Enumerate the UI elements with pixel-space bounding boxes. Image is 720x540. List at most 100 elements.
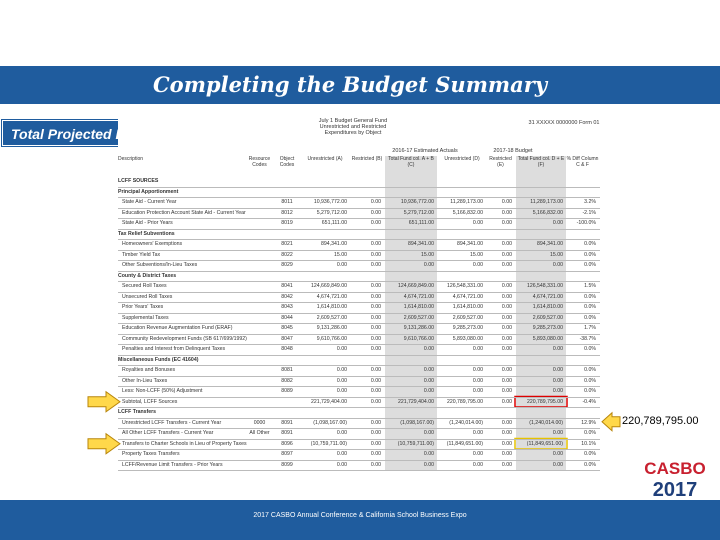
- group-header: 2016-17 Estimated Actuals: [392, 148, 458, 154]
- amount: 0.00: [501, 367, 512, 373]
- amount: 0.00: [552, 346, 563, 352]
- amount: (1,098,167.00): [313, 419, 347, 426]
- amount: 0.00: [370, 367, 381, 373]
- amount: 0.00: [501, 325, 512, 331]
- amount: 221,729,404.00: [397, 398, 434, 405]
- row-line: [118, 291, 600, 293]
- amount: 0.0%: [584, 367, 596, 373]
- row-description: Royalties and Bonuses: [122, 367, 176, 373]
- form-heading: July 1 Budget General Fund Unrestricted …: [318, 118, 388, 136]
- object-code: 8081: [281, 367, 293, 373]
- title-band: [0, 66, 720, 104]
- amount: -38.7%: [579, 335, 596, 342]
- logo-year: 2017: [653, 479, 698, 500]
- row-description: Principal Apportionment: [118, 188, 179, 195]
- amount: 0.00: [423, 377, 434, 384]
- amount: 124,669,849.00: [397, 283, 434, 289]
- amount: 5,893,080.00: [452, 335, 483, 342]
- amount: 0.00: [370, 388, 381, 394]
- amount: 1,614,810.00: [403, 304, 434, 310]
- amount: 0.00: [370, 430, 381, 436]
- amount: 0.00: [370, 262, 381, 268]
- amount: 894,341.00: [457, 241, 483, 247]
- amount: 9,131,286.00: [403, 325, 434, 331]
- column-header: % Diff Column C & F: [566, 156, 599, 168]
- row-description: LCFF/Revenue Limit Transfers - Prior Yea…: [122, 461, 223, 468]
- amount: 0.00: [370, 251, 381, 258]
- amount: 0.00: [501, 451, 512, 457]
- amount: 0.00: [552, 220, 563, 226]
- amount: 0.00: [472, 220, 483, 226]
- amount: 0.00: [501, 209, 512, 216]
- object-code: 8089: [281, 388, 293, 394]
- amount: 0.00: [552, 430, 563, 436]
- amount: 0.0%: [584, 388, 596, 394]
- amount: 0.00: [472, 346, 483, 352]
- amount: 0.0%: [584, 241, 596, 247]
- row-line: [118, 260, 600, 261]
- row-description: Supplemental Taxes: [122, 314, 169, 321]
- amount: 0.00: [423, 430, 434, 436]
- amount: 1.7%: [584, 325, 596, 331]
- amount: 0.00: [501, 419, 512, 426]
- row-line: [118, 438, 600, 440]
- row-description: Tax Relief Subventions: [118, 230, 175, 237]
- row-line: [118, 270, 600, 272]
- object-code: 8022: [281, 251, 293, 258]
- amount: 651,111.00: [321, 220, 347, 226]
- row-line: [118, 249, 600, 251]
- amount: 0.00: [501, 377, 512, 384]
- object-code: 8019: [281, 220, 293, 226]
- amount: 0.00: [370, 199, 381, 205]
- amount: 0.00: [336, 377, 347, 384]
- amount: 1.5%: [584, 283, 596, 289]
- amount: 1,614,810.00: [452, 304, 483, 310]
- object-code: 8099: [281, 461, 293, 468]
- amount: 2,609,527.00: [316, 314, 347, 321]
- amount: 0.00: [370, 398, 381, 405]
- row-description: Subtotal, LCFF Sources: [122, 398, 178, 405]
- amount: 15.00: [421, 251, 434, 258]
- object-code: 8091: [281, 419, 293, 426]
- amount: 12.9%: [581, 419, 596, 426]
- row-description: Unsecured Roll Taxes: [122, 293, 173, 300]
- amount: -0.4%: [582, 398, 596, 405]
- column-header: Description: [118, 156, 144, 162]
- row-line: [118, 186, 600, 188]
- amount: 2,609,527.00: [532, 314, 563, 321]
- row-description: County & District Taxes: [118, 272, 177, 279]
- amount: 126,548,331.00: [446, 283, 483, 289]
- amount: 0.0%: [584, 293, 596, 300]
- row-line: [118, 417, 600, 419]
- column-shade: [385, 156, 437, 471]
- amount: (10,759,711.00): [310, 440, 347, 447]
- row-description: Timber Yield Tax: [122, 251, 161, 258]
- amount: 0.00: [336, 388, 347, 394]
- amount: 0.00: [370, 325, 381, 331]
- amount: 0.00: [423, 346, 434, 352]
- amount: -100.0%: [576, 220, 596, 226]
- amount: 3.2%: [584, 199, 596, 205]
- amount: 0.00: [336, 262, 347, 268]
- amount: 894,341.00: [408, 241, 434, 247]
- amount: 0.00: [423, 262, 434, 268]
- row-description: Other Subventions/In-Lieu Taxes: [122, 262, 198, 268]
- amount: 0.00: [423, 461, 434, 468]
- slide-title: Completing the Budget Summary: [152, 72, 548, 97]
- amount: 0.00: [423, 367, 434, 373]
- object-code: 8091: [281, 430, 293, 436]
- row-line: [118, 197, 600, 198]
- amount: 894,341.00: [537, 241, 563, 247]
- amount: 0.00: [370, 335, 381, 342]
- row-line: [118, 207, 600, 209]
- amount: 894,341.00: [321, 241, 347, 247]
- arrow: [87, 390, 121, 413]
- amount: 0.00: [472, 430, 483, 436]
- amount: 0.00: [370, 314, 381, 321]
- amount: 0.0%: [584, 262, 596, 268]
- amount: 0.00: [370, 451, 381, 457]
- row-description: Secured Roll Taxes: [122, 283, 167, 289]
- amount: 0.00: [501, 304, 512, 310]
- object-code: 8011: [281, 199, 293, 205]
- row-description: Education Protection Account State Aid -…: [122, 209, 246, 216]
